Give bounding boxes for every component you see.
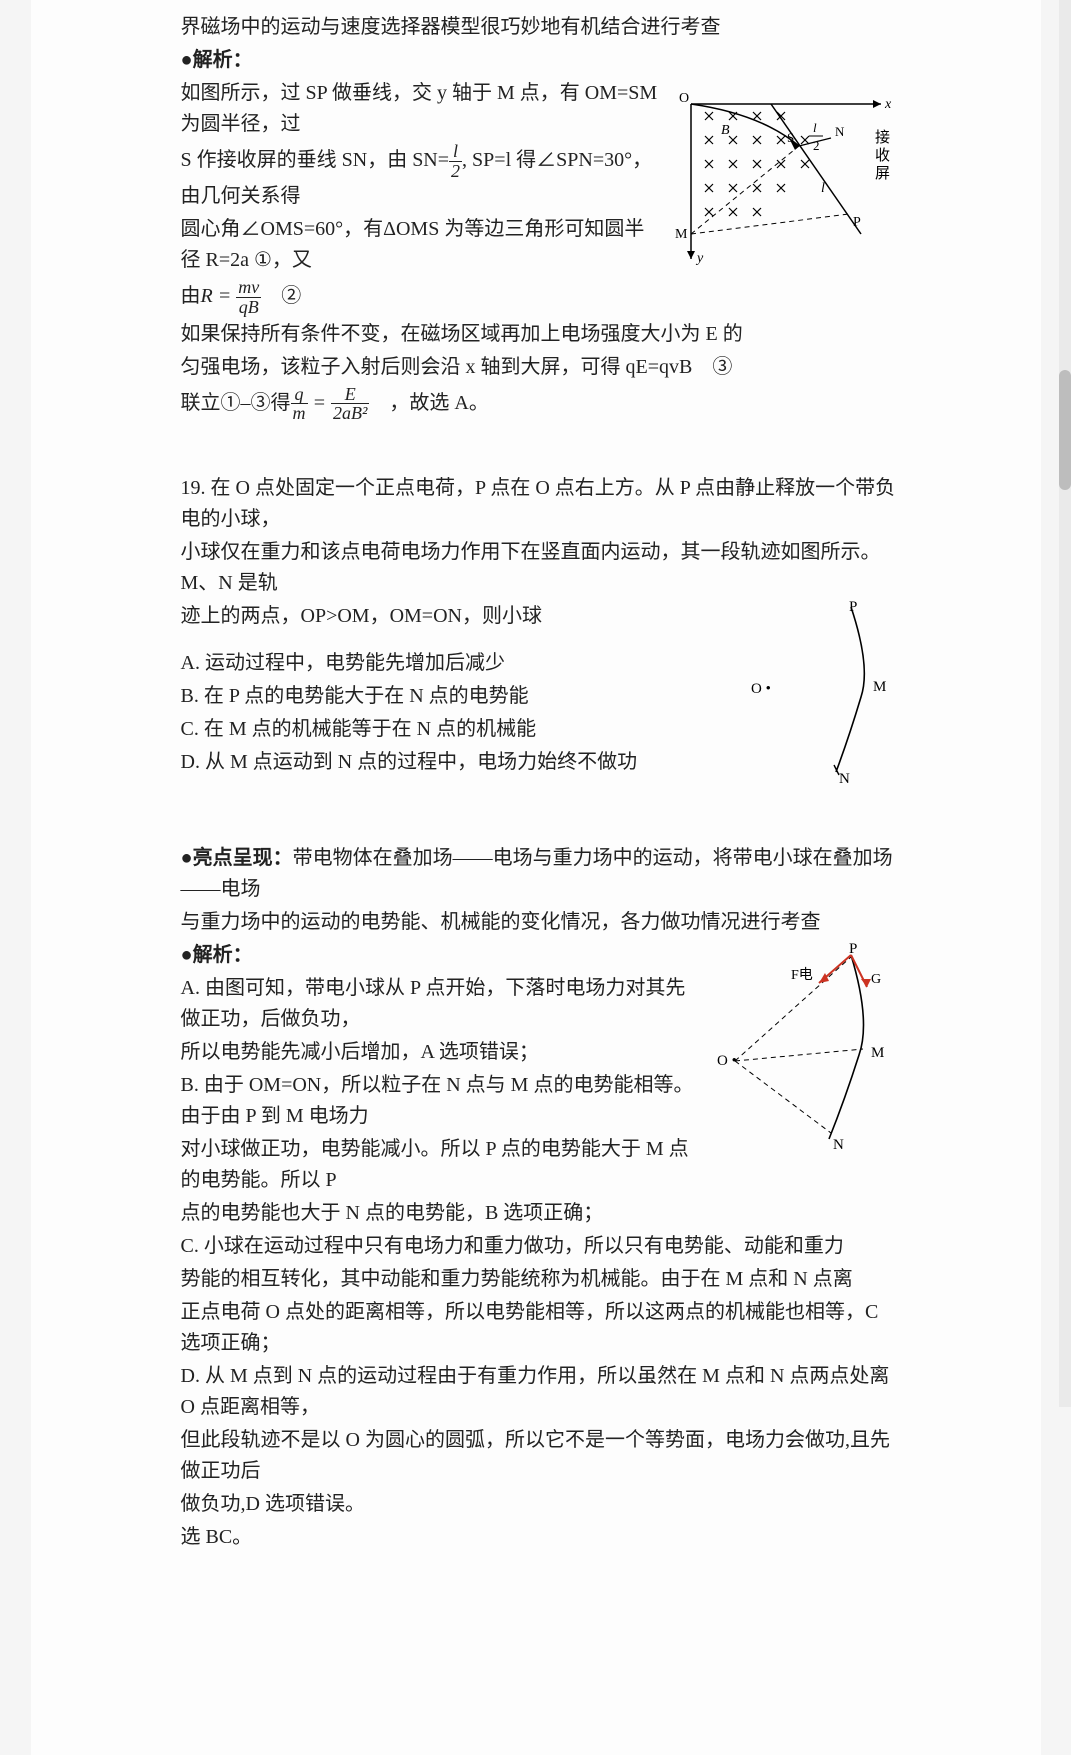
s1-p2b: 匀强电场，该粒子入射后则会沿 x 轴到大屏，可得 qE=qvB ③ — [181, 352, 901, 383]
fig2-M: M — [873, 679, 886, 695]
exp19-C3: 正点电荷 O 点处的距离相等，所以电势能相等，所以这两点的机械能也相等，C 选项… — [181, 1297, 901, 1359]
fig1-label-P: P — [853, 215, 861, 230]
exp19-liangdian: ●亮点呈现：带电物体在叠加场——电场与重力场中的运动，将带电小球在叠加场——电场 — [181, 843, 901, 905]
figure-2: P M N O • — [731, 597, 901, 787]
s1-p3: 联立①–③得qm = E2aB² ，故选 A。 — [181, 385, 901, 424]
scrollbar-track[interactable] — [1059, 0, 1071, 1407]
fig3-M: M — [871, 1045, 884, 1061]
fig1-side-3: 屏 — [875, 166, 890, 182]
fig1-side-1: 接 — [875, 129, 890, 146]
figure-1: O x y B S M P N l 2 l 接 收 屏 — [671, 84, 901, 274]
fig3-P: P — [849, 943, 857, 957]
fig2-P: P — [849, 599, 857, 615]
document-page: 界磁场中的运动与速度选择器模型很巧妙地有机结合进行考查 ●解析： — [31, 0, 1041, 1755]
fig1-label-B: B — [721, 123, 730, 138]
s1-p1d: 由R = mvqB ② — [181, 278, 901, 317]
fig1-label-l2d: 2 — [813, 138, 820, 153]
fig1-label-O: O — [679, 91, 689, 106]
fig1-label-y: y — [695, 251, 704, 266]
exp19-D2: 但此段轨迹不是以 O 为圆心的圆弧，所以它不是一个等势面，电场力会做功,且先做正… — [181, 1425, 901, 1487]
scrollbar-thumb[interactable] — [1059, 370, 1071, 490]
fig2-N: N — [839, 771, 850, 787]
fig1-label-l: l — [821, 181, 825, 196]
fig1-label-S: S — [787, 130, 794, 145]
fig1-label-x: x — [884, 97, 892, 112]
fig2-O: O • — [751, 681, 771, 697]
s1-intro: 界磁场中的运动与速度选择器模型很巧妙地有机结合进行考查 — [181, 12, 901, 43]
exp19-D1: D. 从 M 点到 N 点的运动过程由于有重力作用，所以虽然在 M 点和 N 点… — [181, 1361, 901, 1423]
fig3-N: N — [833, 1137, 844, 1153]
exp19-B3: 点的电势能也大于 N 点的电势能，B 选项正确； — [181, 1198, 901, 1229]
fig3-O: O • — [717, 1053, 737, 1069]
fig1-label-l2n: l — [813, 120, 817, 135]
q19-stem-2: 小球仅在重力和该点电荷电场力作用下在竖直面内运动，其一段轨迹如图所示。M、N 是… — [181, 537, 901, 599]
fig3-F: F电 — [791, 967, 813, 983]
exp19-D3: 做负功,D 选项错误。 — [181, 1489, 901, 1520]
exp19-C2: 势能的相互转化，其中动能和重力势能统称为机械能。由于在 M 点和 N 点离 — [181, 1264, 901, 1295]
exp19-liangdian-2: 与重力场中的运动的电势能、机械能的变化情况，各力做功情况进行考查 — [181, 907, 901, 938]
fig1-side-2: 收 — [875, 147, 890, 164]
exp19-C1: C. 小球在运动过程中只有电场力和重力做功，所以只有电势能、动能和重力 — [181, 1231, 901, 1262]
figure-3: P M N O • F电 G — [711, 943, 901, 1153]
q19-stem-1: 19. 在 O 点处固定一个正点电荷，P 点在 O 点右上方。从 P 点由静止释… — [181, 473, 901, 535]
s1-jiexi-heading: ●解析： — [181, 45, 901, 76]
fig1-label-M: M — [675, 227, 688, 242]
exp19-answer: 选 BC。 — [181, 1522, 901, 1553]
fig1-label-N: N — [835, 124, 845, 139]
fig3-G: G — [871, 972, 881, 987]
s1-p2a: 如果保持所有条件不变，在磁场区域再加上电场强度大小为 E 的 — [181, 319, 901, 350]
